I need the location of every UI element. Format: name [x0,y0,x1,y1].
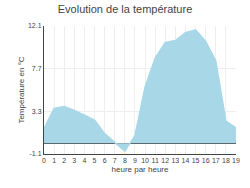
svg-text:heure par heure: heure par heure [112,165,169,174]
svg-text:14: 14 [182,157,190,164]
svg-text:13: 13 [171,157,179,164]
svg-text:1: 1 [52,157,56,164]
svg-text:4: 4 [82,157,86,164]
svg-text:2: 2 [62,157,66,164]
svg-text:7: 7 [113,157,117,164]
svg-text:11: 11 [152,157,159,164]
svg-text:3.3: 3.3 [32,108,42,115]
svg-text:9: 9 [133,157,137,164]
svg-text:Température en °C: Température en °C [17,56,26,123]
svg-text:0: 0 [42,157,46,164]
svg-text:19: 19 [232,157,240,164]
svg-text:5: 5 [93,157,97,164]
svg-text:6: 6 [103,157,107,164]
svg-text:12: 12 [161,157,169,164]
svg-text:12.1: 12.1 [28,22,42,29]
svg-text:7.7: 7.7 [32,65,42,72]
svg-text:-1.1: -1.1 [30,150,42,157]
svg-text:16: 16 [202,157,210,164]
svg-text:8: 8 [123,157,127,164]
svg-text:3: 3 [72,157,76,164]
svg-text:Evolution de la température: Evolution de la température [58,3,193,15]
svg-text:17: 17 [212,157,220,164]
svg-text:15: 15 [192,157,200,164]
svg-text:18: 18 [222,157,230,164]
svg-text:10: 10 [141,157,149,164]
